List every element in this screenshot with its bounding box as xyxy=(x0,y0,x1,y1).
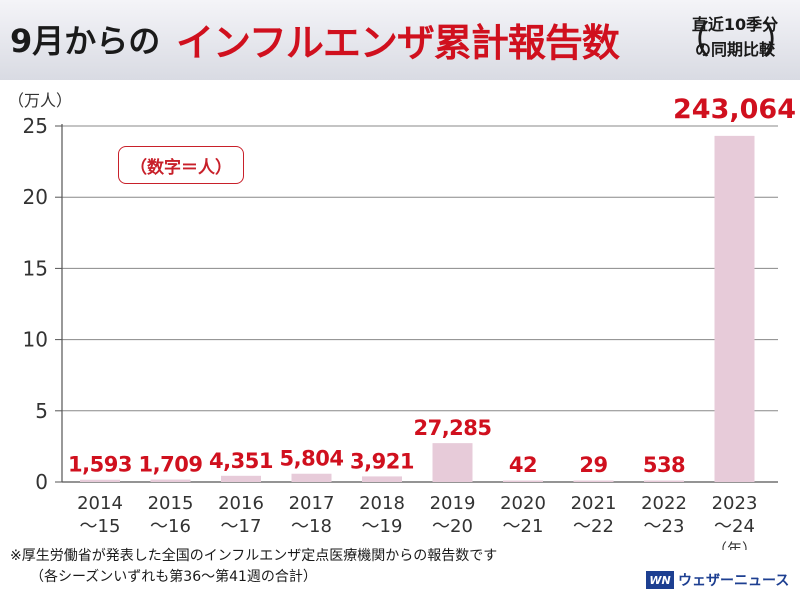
data-label: 4,351 xyxy=(209,449,273,473)
y-tick-label: 5 xyxy=(35,399,48,423)
x-tick-label-sub: 〜17 xyxy=(221,516,262,537)
data-label: 3,921 xyxy=(350,449,414,473)
data-label: 29 xyxy=(579,453,607,477)
bar xyxy=(291,473,332,482)
x-axis-label: （年） xyxy=(712,540,757,550)
header-banner: 9月からの インフルエンザ累計報告数 （ 直近10季分 の同期比較 ） xyxy=(0,0,800,80)
y-tick-label: 20 xyxy=(23,185,48,209)
y-tick-label: 15 xyxy=(23,256,48,280)
bar xyxy=(714,135,755,482)
data-label: 1,709 xyxy=(139,453,203,477)
x-tick-label-sub: 〜18 xyxy=(291,516,332,537)
x-tick-label-sub: 〜23 xyxy=(644,516,685,537)
footnote: ※厚生労働省が発表した全国のインフルエンザ定点医療機関からの報告数です （各シー… xyxy=(10,546,497,588)
data-label: 42 xyxy=(509,453,537,477)
brand-name: ウェザーニュース xyxy=(678,573,790,589)
title-note-line1: 直近10季分 xyxy=(691,15,779,34)
unit-badge: （数字＝人） xyxy=(118,146,244,184)
x-tick-label: 2022 xyxy=(641,493,687,514)
y-tick-label: 0 xyxy=(35,470,48,494)
bar-chart: 0 5 10 15 20 25 （万人） 1,593 2014〜15 1,709 2015〜16 4,… xyxy=(8,91,796,550)
title-note-line2: の同期比較 xyxy=(694,40,775,59)
x-tick-label: 2014 xyxy=(77,493,123,514)
title-prefix: 9月からの xyxy=(10,22,161,60)
data-label: 243,064 xyxy=(673,94,796,125)
bar xyxy=(644,480,684,482)
x-tick-label: 2015 xyxy=(148,493,194,514)
note-paren-close: ） xyxy=(761,18,800,62)
chart-title: インフルエンザ累計報告数 xyxy=(176,21,620,65)
x-tick-label: 2023 xyxy=(712,493,758,514)
data-label: 1,593 xyxy=(68,453,132,477)
data-label: 27,285 xyxy=(413,416,491,440)
footnote-line2: （各シーズンいずれも第36〜第41週の合計） xyxy=(30,569,317,585)
brand: WN ウェザーニュース xyxy=(646,568,789,592)
x-tick-label: 2020 xyxy=(500,493,546,514)
x-tick-label-sub: 〜22 xyxy=(573,516,614,537)
data-label: 5,804 xyxy=(280,447,344,471)
x-tick-label: 2018 xyxy=(359,493,405,514)
bar xyxy=(503,480,543,482)
x-tick-label: 2019 xyxy=(430,493,476,514)
bar xyxy=(573,480,614,482)
x-tick-label: 2016 xyxy=(218,493,264,514)
x-tick-label-sub: 〜21 xyxy=(503,516,544,537)
x-tick-label-sub: 〜20 xyxy=(432,516,473,537)
bar xyxy=(80,479,120,482)
x-tick-label-sub: 〜24 xyxy=(714,516,755,537)
weathernews-logo-icon: WN xyxy=(646,571,674,589)
bar xyxy=(432,443,473,482)
x-tick-label-sub: 〜16 xyxy=(150,516,191,537)
y-axis-label: （万人） xyxy=(8,91,72,110)
y-tick-label: 25 xyxy=(23,114,48,138)
x-tick-label: 2017 xyxy=(289,493,335,514)
x-tick-label: 2021 xyxy=(571,493,617,514)
bar xyxy=(221,475,261,482)
y-tick-label: 10 xyxy=(23,328,48,352)
x-tick-label-sub: 〜19 xyxy=(362,516,403,537)
note-paren-open: （ xyxy=(672,18,711,62)
data-label: 538 xyxy=(643,453,685,477)
footnote-line1: ※厚生労働省が発表した全国のインフルエンザ定点医療機関からの報告数です xyxy=(10,548,498,564)
x-tick-label-sub: 〜15 xyxy=(80,516,121,537)
bar xyxy=(150,479,191,482)
bar xyxy=(362,476,402,482)
title-note: （ 直近10季分 の同期比較 ） xyxy=(672,12,800,62)
